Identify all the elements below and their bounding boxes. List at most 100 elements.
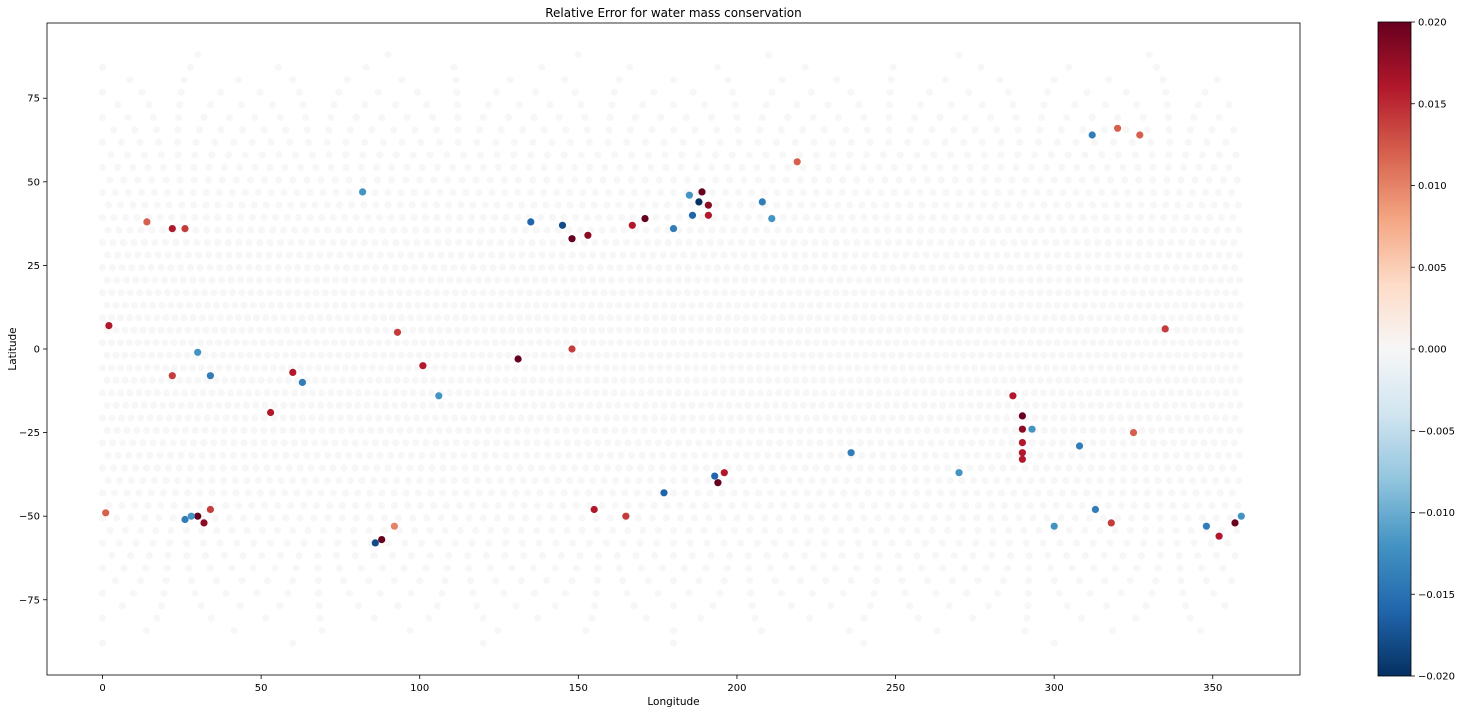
- background-point: [631, 188, 639, 197]
- background-point: [485, 476, 493, 485]
- background-point: [847, 577, 855, 585]
- background-point: [523, 451, 531, 459]
- y-tick-label: 75: [27, 94, 40, 105]
- background-point: [331, 439, 339, 447]
- background-point: [1198, 201, 1206, 209]
- background-point: [665, 264, 673, 272]
- background-point: [1106, 364, 1114, 372]
- background-point: [1179, 276, 1187, 284]
- background-point: [199, 539, 207, 547]
- background-point: [413, 88, 422, 96]
- background-point: [219, 451, 227, 459]
- background-point: [723, 564, 732, 572]
- background-point: [733, 314, 741, 322]
- background-point: [1231, 414, 1239, 422]
- background-point: [255, 351, 263, 359]
- background-point: [882, 376, 891, 384]
- background-point: [865, 426, 873, 434]
- background-point: [1093, 351, 1101, 359]
- background-point: [1204, 489, 1212, 497]
- background-point: [1128, 138, 1136, 146]
- background-point: [949, 577, 957, 585]
- background-point: [346, 326, 354, 334]
- background-point: [993, 226, 1002, 234]
- background-point: [159, 489, 167, 497]
- background-point: [1135, 176, 1143, 184]
- background-point: [329, 239, 337, 247]
- background-point: [1103, 389, 1112, 397]
- data-point: [641, 215, 649, 223]
- background-point: [1059, 439, 1067, 447]
- background-point: [637, 289, 645, 297]
- background-point: [869, 289, 877, 297]
- background-point: [869, 314, 877, 322]
- background-point: [1180, 439, 1188, 447]
- background-point: [416, 426, 424, 434]
- background-point: [723, 264, 731, 272]
- background-point: [258, 552, 266, 560]
- background-point: [268, 101, 276, 109]
- background-point: [578, 301, 586, 309]
- background-point: [408, 451, 416, 459]
- background-point: [958, 476, 966, 485]
- background-point: [398, 314, 406, 322]
- background-point: [993, 251, 1001, 259]
- background-point: [134, 364, 143, 372]
- background-point: [578, 201, 587, 209]
- background-point: [271, 451, 279, 459]
- background-point: [1074, 251, 1082, 259]
- background-point: [489, 264, 497, 272]
- background-point: [683, 376, 691, 384]
- background-point: [1225, 101, 1233, 109]
- background-point: [932, 314, 940, 322]
- background-point: [366, 514, 374, 522]
- background-point: [934, 289, 942, 297]
- background-point: [895, 239, 903, 247]
- background-point: [144, 163, 152, 172]
- background-point: [202, 326, 210, 334]
- background-point: [1056, 213, 1064, 222]
- background-point: [796, 176, 805, 184]
- background-point: [616, 339, 624, 347]
- background-point: [266, 239, 274, 247]
- background-point: [788, 301, 796, 309]
- background-point: [1235, 451, 1243, 459]
- background-point: [905, 314, 913, 322]
- background-point: [998, 301, 1007, 309]
- background-point: [1094, 239, 1102, 247]
- background-point: [224, 364, 232, 372]
- background-point: [113, 426, 121, 434]
- background-point: [1184, 514, 1192, 522]
- background-point: [1067, 213, 1076, 222]
- background-point: [292, 326, 300, 334]
- background-point: [688, 314, 696, 322]
- background-point: [852, 301, 860, 309]
- background-point: [769, 239, 777, 247]
- background-point: [1089, 451, 1097, 459]
- background-point: [1100, 376, 1108, 384]
- background-point: [563, 289, 571, 297]
- background-point: [318, 627, 326, 635]
- background-point: [967, 201, 975, 209]
- background-point: [493, 201, 501, 209]
- background-point: [829, 138, 837, 146]
- background-point: [576, 351, 584, 359]
- background-point: [240, 301, 248, 309]
- background-point: [1035, 526, 1043, 535]
- background-point: [704, 264, 712, 272]
- background-point: [1160, 364, 1168, 372]
- background-point: [185, 376, 193, 384]
- background-point: [1202, 414, 1210, 422]
- background-point: [885, 326, 893, 334]
- background-point: [855, 401, 863, 409]
- background-point: [140, 401, 148, 409]
- background-point: [396, 426, 404, 434]
- background-point: [1029, 326, 1037, 334]
- background-point: [1109, 627, 1117, 635]
- background-point: [461, 289, 469, 297]
- background-point: [141, 201, 149, 209]
- background-point: [1109, 464, 1117, 472]
- background-point: [347, 426, 355, 434]
- background-point: [400, 389, 408, 397]
- background-point: [643, 239, 651, 247]
